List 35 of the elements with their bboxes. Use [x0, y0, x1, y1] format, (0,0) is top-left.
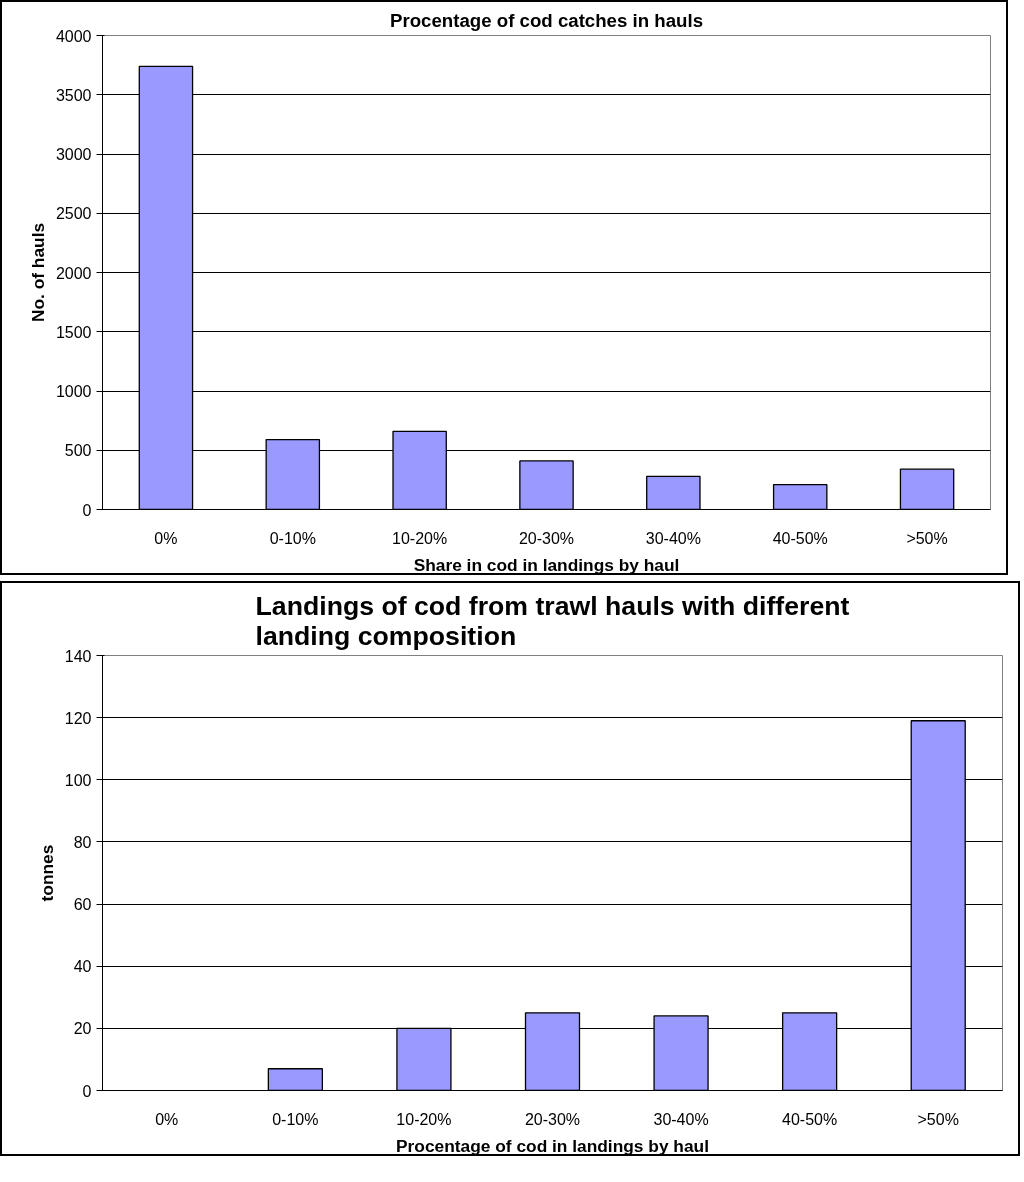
x-tick-label: 40-50%: [782, 1110, 838, 1128]
chart-title: Procentage of cod catches in hauls: [389, 9, 704, 31]
x-tick-label: 0-10%: [272, 1110, 319, 1128]
y-tick-label: 1000: [55, 383, 92, 400]
y-tick-label: 20: [73, 1020, 92, 1038]
chart-title: Landings of cod from trawl hauls with different landing composition: [255, 590, 850, 651]
y-tick-label: 0: [82, 1082, 92, 1100]
y-tick-label: 80: [73, 833, 92, 851]
x-tick-label: >50%: [906, 529, 948, 547]
x-tick-label: 20-30%: [518, 529, 575, 547]
y-tick-label: 2000: [55, 264, 92, 282]
y-tick-label: 100: [64, 771, 92, 789]
x-tick-label: 30-40%: [653, 1110, 709, 1128]
y-tick-label: 1500: [55, 323, 92, 341]
y-tick-label: 500: [64, 442, 92, 460]
y-tick-label: 120: [64, 709, 92, 727]
x-tick-label: >50%: [917, 1110, 959, 1128]
x-tick-label: 0%: [154, 529, 178, 547]
x-tick-label: 0-10%: [269, 529, 316, 547]
x-tick-label: 0%: [155, 1110, 179, 1128]
x-tick-label: 40-50%: [772, 529, 828, 547]
x-tick-label: 30-40%: [645, 529, 701, 547]
y-axis-title: tonnes: [36, 844, 57, 902]
y-tick-label: 3000: [55, 146, 92, 163]
x-tick-label: 10-20%: [392, 529, 448, 547]
x-tick-label: 10-20%: [396, 1110, 452, 1128]
y-tick-label: 0: [82, 501, 92, 519]
y-tick-label: 40: [73, 958, 92, 976]
y-tick-label: 3500: [55, 86, 92, 104]
y-tick-label: 4000: [55, 27, 92, 45]
y-tick-label: 140: [64, 647, 92, 665]
x-tick-label: 20-30%: [524, 1110, 581, 1128]
y-tick-label: 60: [73, 896, 92, 914]
y-tick-label: 2500: [55, 205, 92, 223]
y-axis-title: No. of hauls: [27, 222, 48, 323]
